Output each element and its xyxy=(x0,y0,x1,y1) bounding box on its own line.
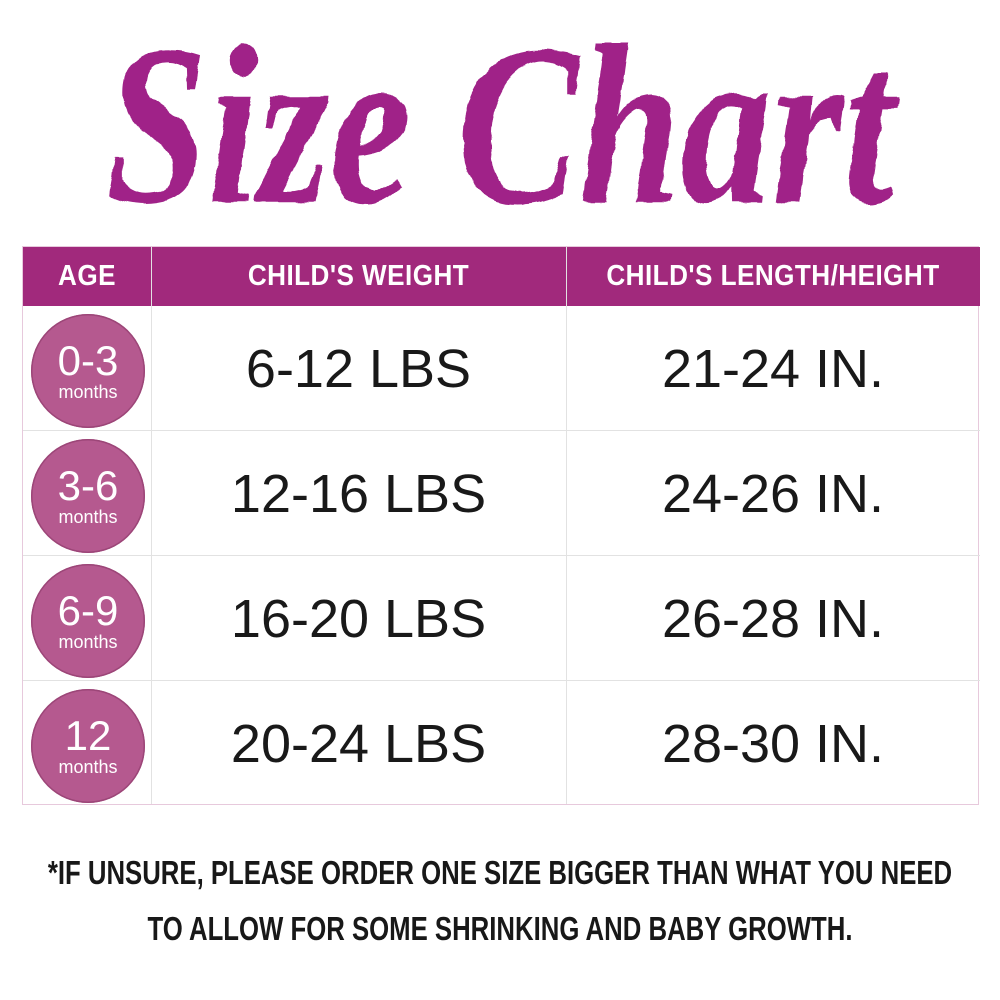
svg-text:Size Chart: Size Chart xyxy=(106,0,899,230)
